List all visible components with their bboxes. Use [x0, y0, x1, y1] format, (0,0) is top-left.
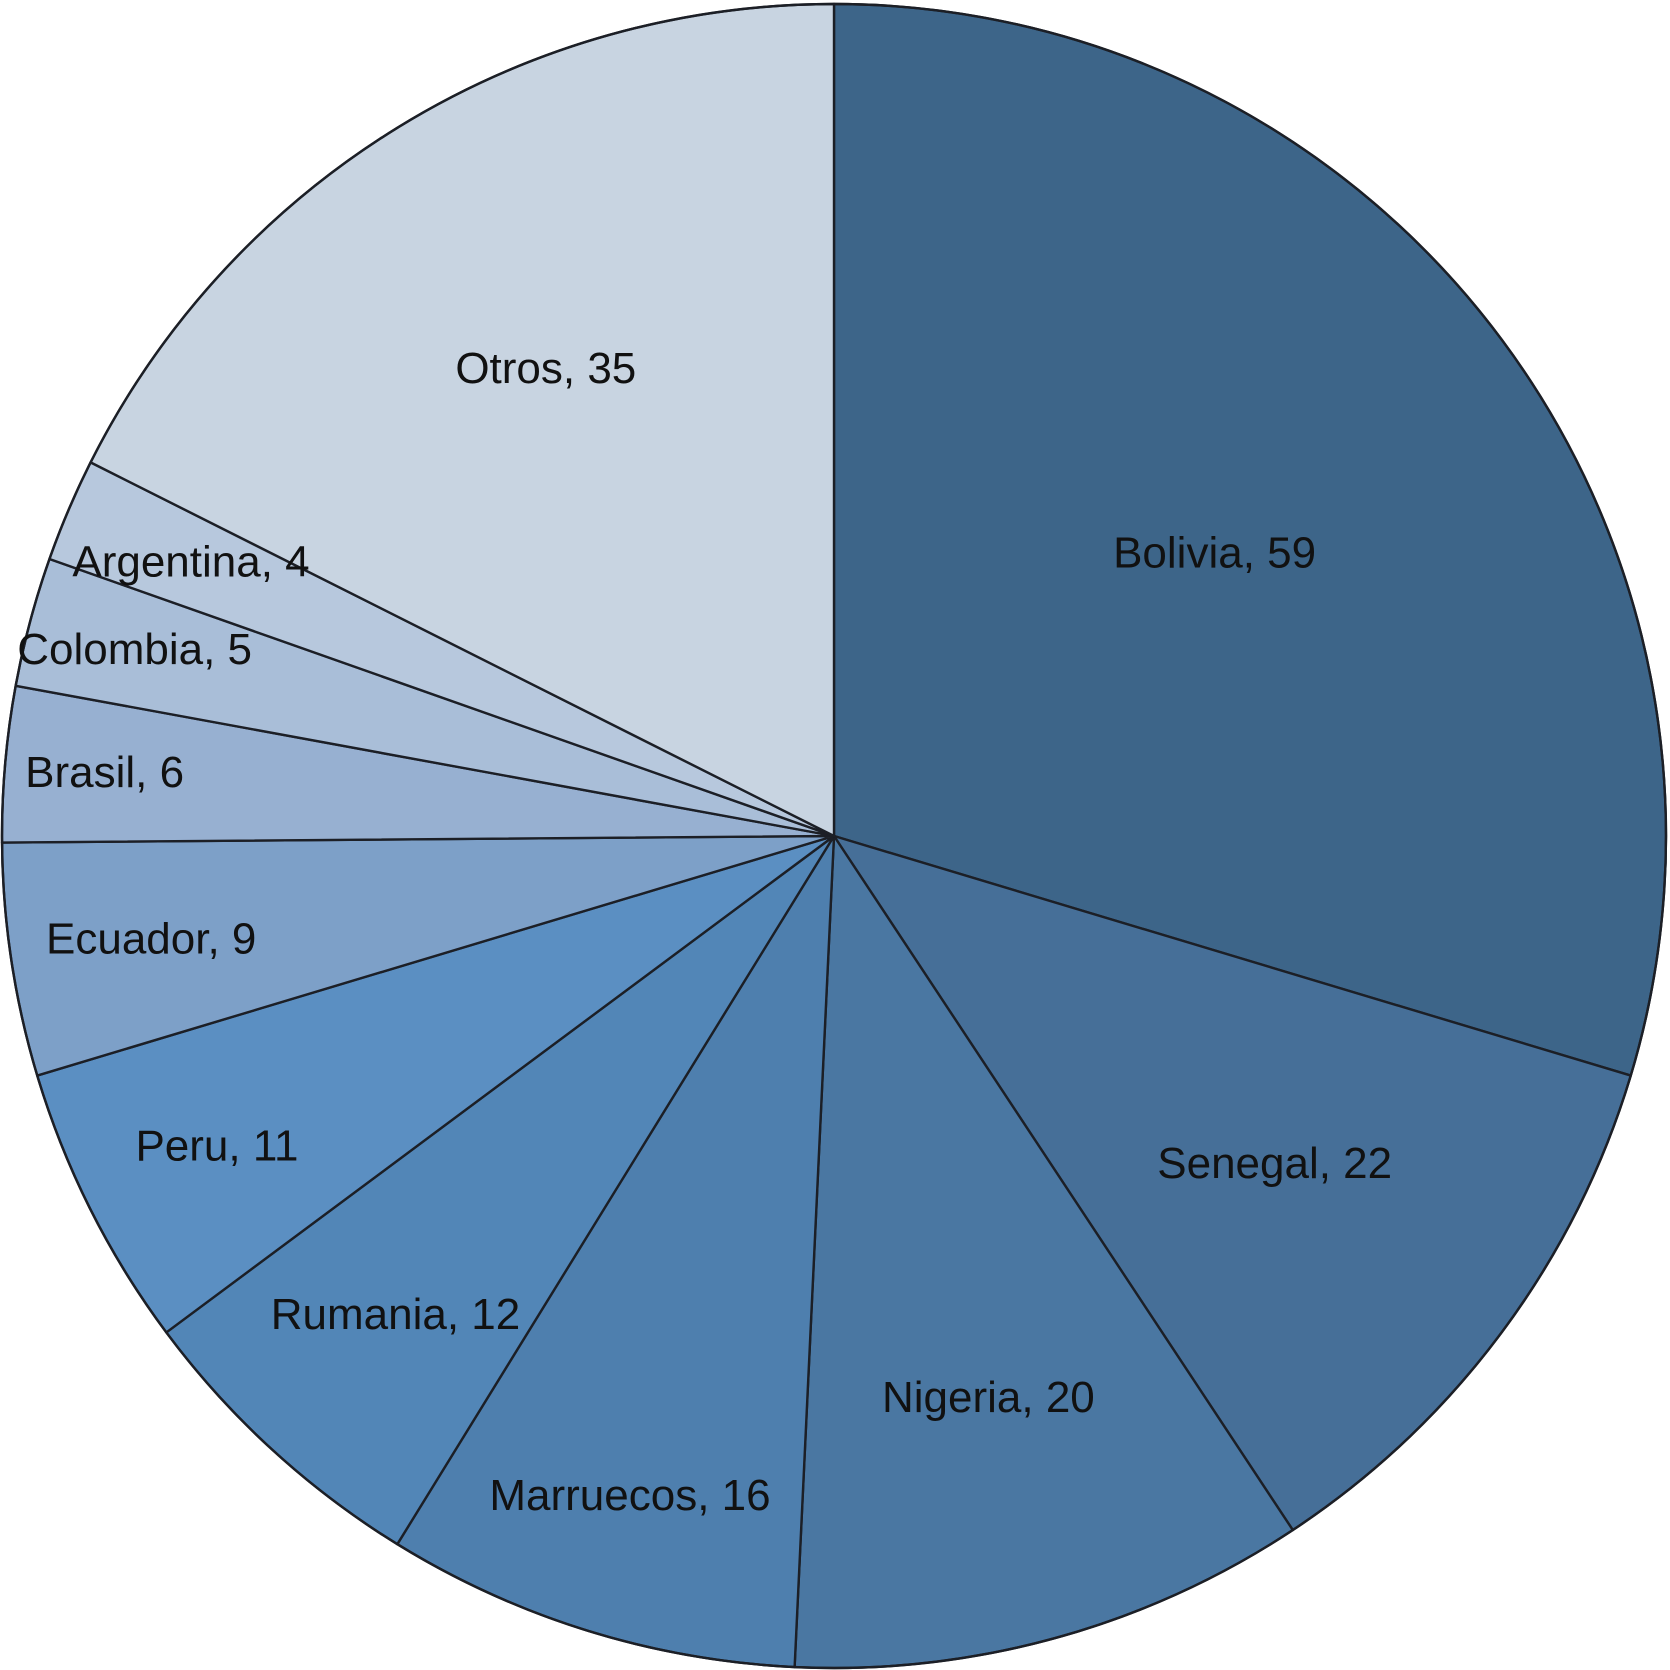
slice-label-brasil: Brasil, 6 — [25, 748, 184, 797]
slice-label-rumania: Rumania, 12 — [271, 1290, 520, 1339]
slice-label-colombia: Colombia, 5 — [17, 625, 252, 674]
slice-label-senegal: Senegal, 22 — [1157, 1139, 1392, 1188]
pie-labels: Bolivia, 59 Senegal, 22 Nigeria, 20 Marruec… — [17, 344, 1392, 1520]
slice-label-bolivia: Bolivia, 59 — [1113, 529, 1316, 578]
slice-label-otros: Otros, 35 — [455, 344, 636, 393]
slice-label-argentina: Argentina, 4 — [72, 538, 309, 587]
slice-label-peru: Peru, 11 — [135, 1122, 298, 1171]
slice-label-nigeria: Nigeria, 20 — [882, 1373, 1095, 1422]
slice-label-marruecos: Marruecos, 16 — [489, 1471, 770, 1520]
slice-label-ecuador: Ecuador, 9 — [46, 915, 256, 964]
